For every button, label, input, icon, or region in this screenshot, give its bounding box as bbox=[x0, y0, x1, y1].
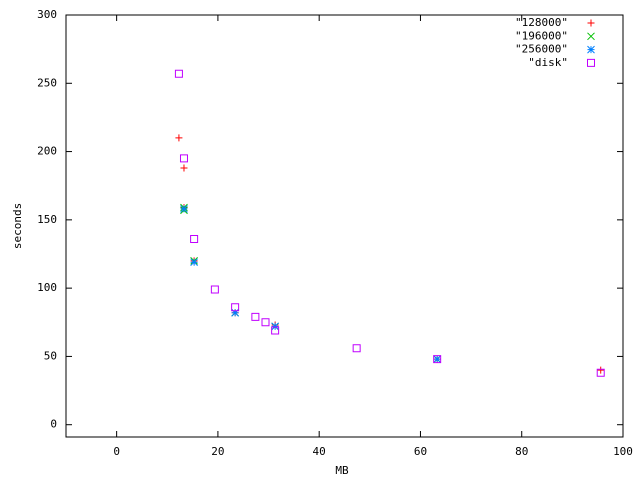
point bbox=[597, 366, 605, 374]
x-tick-label: 100 bbox=[613, 445, 633, 458]
legend-marker bbox=[587, 45, 595, 54]
point bbox=[180, 205, 188, 213]
y-tick-label: 200 bbox=[37, 145, 57, 158]
y-tick-label: 0 bbox=[50, 418, 57, 431]
point bbox=[231, 303, 240, 312]
point bbox=[596, 368, 605, 377]
point bbox=[271, 326, 280, 335]
y-tick-label: 100 bbox=[37, 281, 57, 294]
point bbox=[190, 258, 198, 267]
point bbox=[231, 308, 239, 317]
x-tick-label: 40 bbox=[313, 445, 326, 458]
legend-label: "disk" bbox=[528, 56, 568, 69]
x-axis-label: MB bbox=[335, 464, 349, 477]
legend-marker bbox=[587, 19, 595, 27]
point bbox=[174, 69, 183, 78]
legend-marker bbox=[587, 32, 595, 41]
point bbox=[210, 285, 219, 294]
x-tick-label: 20 bbox=[211, 445, 224, 458]
y-axis-label: seconds bbox=[11, 203, 24, 249]
legend-label: "128000" bbox=[515, 16, 568, 29]
plot-border bbox=[65, 14, 624, 438]
point bbox=[433, 355, 442, 364]
legend-label: "256000" bbox=[515, 43, 568, 56]
point bbox=[251, 312, 260, 321]
x-tick-label: 0 bbox=[113, 445, 120, 458]
y-tick-label: 300 bbox=[37, 8, 57, 21]
point bbox=[175, 134, 183, 142]
x-tick-label: 80 bbox=[515, 445, 528, 458]
y-tick-label: 250 bbox=[37, 76, 57, 89]
point bbox=[352, 344, 361, 353]
point bbox=[433, 355, 442, 364]
y-tick-label: 150 bbox=[37, 213, 57, 226]
legend-marker bbox=[587, 58, 595, 67]
point bbox=[271, 322, 279, 331]
point bbox=[190, 234, 199, 243]
y-tick-label: 50 bbox=[44, 349, 57, 362]
legend-label: "196000" bbox=[515, 29, 568, 42]
x-tick-label: 60 bbox=[414, 445, 427, 458]
point bbox=[180, 164, 188, 172]
point bbox=[261, 318, 270, 327]
point bbox=[179, 154, 188, 163]
